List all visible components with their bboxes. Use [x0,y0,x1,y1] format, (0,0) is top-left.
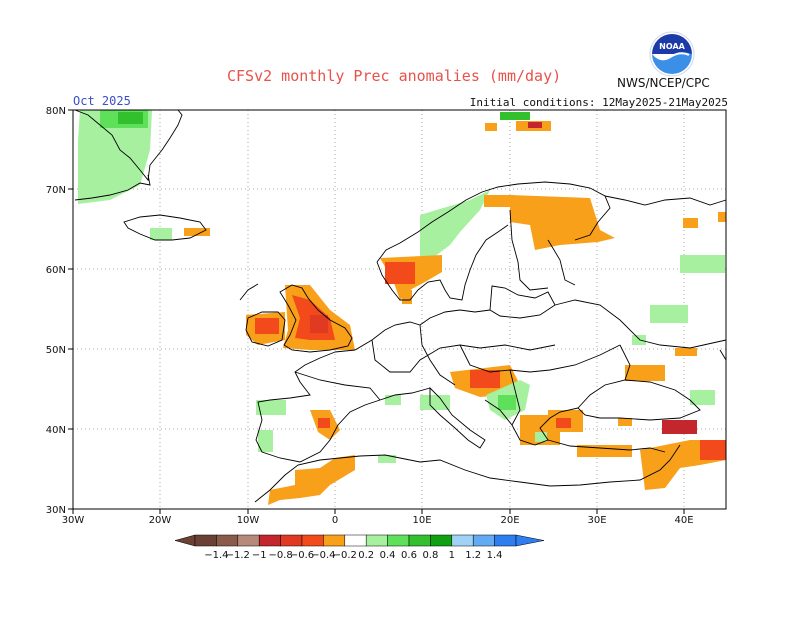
colorbar-cell [344,534,367,547]
colorbar-cell [408,534,431,547]
colorbar-label: 0.4 [380,550,396,561]
lon-label: 20E [500,515,519,526]
anomaly-norway-green [420,190,490,260]
anomaly-russia-east-green [680,255,725,273]
colorbar-cell [472,534,495,547]
anomaly-north-africa [268,455,355,505]
anomaly-greenland [78,110,152,204]
colorbar-label: −1.2 [226,550,250,561]
map-ticks [68,109,685,514]
colorbar-cell [430,534,453,547]
colorbar-arrow-high [515,534,545,547]
colorbar-cell [280,534,303,547]
anomaly-fill-layer [78,110,726,505]
lat-label: 80N [46,106,66,117]
anomaly-ukraine [625,365,665,381]
lat-label: 30N [46,505,66,516]
colorbar-label: 0.6 [401,550,417,561]
colorbar-cell [365,534,388,547]
logo-text: NOAA [659,42,685,51]
anomaly-iceland-orange [184,228,210,236]
anomaly-north-russia [510,195,615,250]
agency-label: NWS/NCEP/CPC [617,76,710,90]
colorbar-label: 0.8 [422,550,438,561]
colorbar-label: 1 [449,550,455,561]
lat-label: 70N [46,185,66,196]
colorbar-cell [258,534,281,547]
colorbar-label: 0.2 [358,550,374,561]
anomaly-iceland-green [150,228,172,240]
noaa-logo-icon: NOAA [649,31,695,77]
map-frame [72,109,727,510]
colorbar-cell [323,534,346,547]
lon-label: 0 [332,515,338,526]
colorbar-cell [451,534,474,547]
colorbar-label: 1.4 [487,550,503,561]
coastlines-borders [74,109,727,503]
colorbar-label: −1 [252,550,267,561]
colorbar-label: −0.2 [333,550,357,561]
colorbar-label: −0.4 [311,550,335,561]
colorbar-cell [494,534,517,547]
colorbar-arrow-low [174,534,196,547]
lat-label: 60N [46,265,66,276]
colorbar-label: −0.6 [290,550,314,561]
chart-title: CFSv2 monthly Prec anomalies (mm/day) [227,67,562,85]
lon-label: 20W [149,515,172,526]
colorbar-label: −1.4 [204,550,228,561]
initial-conditions-label: Initial conditions: 12May2025-21May2025 [469,96,728,109]
lon-label: 10W [237,515,260,526]
lat-label: 50N [46,345,66,356]
colorbar-cell [194,534,217,547]
lon-label: 10E [412,515,431,526]
lon-label: 30W [62,515,85,526]
lon-label: 30E [587,515,606,526]
lat-label: 40N [46,425,66,436]
colorbar-cell [237,534,260,547]
colorbar-cell [301,534,324,547]
lon-label: 40E [674,515,693,526]
anomaly-portugal-green [256,400,286,415]
colorbar-label: −0.8 [268,550,292,561]
colorbar-cell [387,534,410,547]
colorbar-label: 1.2 [465,550,481,561]
colorbar-cell [216,534,239,547]
valid-month-label: Oct 2025 [73,94,131,108]
